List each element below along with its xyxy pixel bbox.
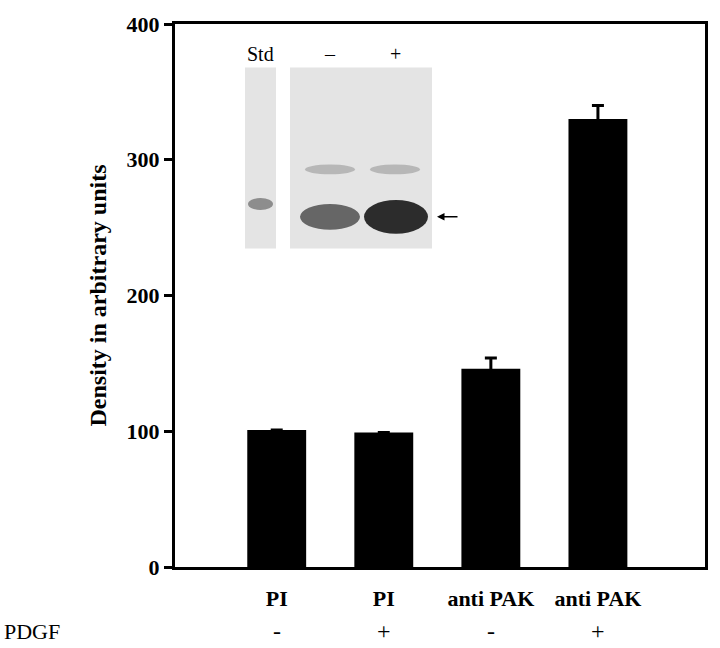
svg-text:–: – [324, 43, 336, 65]
svg-text:200: 200 [127, 283, 160, 308]
svg-text:Std: Std [247, 43, 274, 65]
svg-text:-: - [273, 618, 281, 644]
svg-text:400: 400 [127, 12, 160, 37]
svg-text:100: 100 [127, 419, 160, 444]
svg-text:Density in arbitrary units: Density in arbitrary units [85, 164, 111, 426]
svg-text:+: + [390, 43, 401, 65]
svg-text:anti PAK: anti PAK [554, 586, 641, 611]
svg-text:PI: PI [266, 586, 288, 611]
svg-text:PDGF: PDGF [4, 619, 60, 644]
svg-text:300: 300 [127, 147, 160, 172]
svg-text:-: - [487, 618, 495, 644]
svg-text:PI: PI [373, 586, 395, 611]
svg-text:anti PAK: anti PAK [447, 586, 534, 611]
svg-text:+: + [591, 618, 605, 644]
svg-text:+: + [377, 618, 391, 644]
svg-text:0: 0 [149, 555, 160, 580]
